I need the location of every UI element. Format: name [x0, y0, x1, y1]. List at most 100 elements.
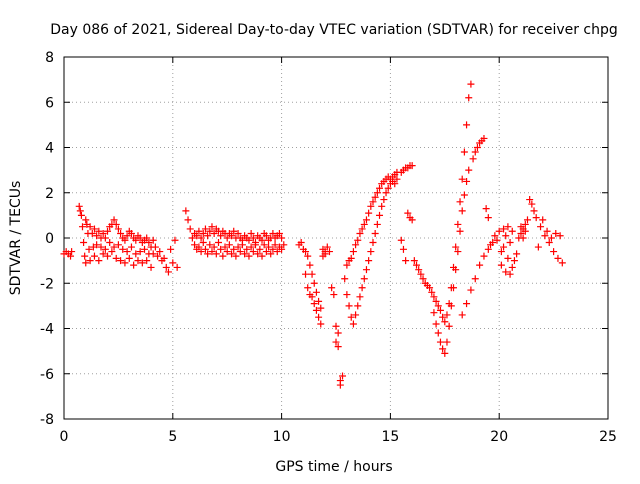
- data-point: [88, 229, 96, 237]
- y-tick-label: 0: [45, 231, 54, 247]
- data-point: [502, 268, 510, 276]
- data-point: [297, 239, 305, 247]
- data-point: [378, 202, 386, 210]
- data-point: [482, 205, 490, 213]
- data-point: [191, 241, 199, 249]
- data-point: [484, 245, 492, 253]
- data-point: [304, 252, 312, 260]
- data-point: [312, 306, 320, 314]
- data-point: [471, 148, 479, 156]
- data-point: [256, 245, 264, 253]
- data-point: [136, 248, 144, 256]
- data-point: [101, 234, 109, 242]
- data-point: [556, 232, 564, 240]
- data-point: [508, 263, 516, 271]
- data-point: [204, 232, 212, 240]
- data-point: [121, 259, 129, 267]
- data-point: [393, 175, 401, 183]
- data-point: [358, 284, 366, 292]
- data-point: [164, 268, 172, 276]
- data-point: [186, 225, 194, 233]
- data-point: [430, 293, 438, 301]
- data-point: [408, 216, 416, 224]
- data-point: [195, 243, 203, 251]
- data-point: [169, 259, 177, 267]
- data-point: [497, 248, 505, 256]
- data-point: [489, 239, 497, 247]
- data-point: [269, 229, 277, 237]
- data-point: [143, 234, 151, 242]
- data-point: [334, 329, 342, 337]
- data-point: [304, 284, 312, 292]
- data-point: [210, 229, 218, 237]
- data-point: [439, 345, 447, 353]
- data-point: [199, 239, 207, 247]
- data-point: [258, 252, 266, 260]
- data-point: [545, 239, 553, 247]
- data-point: [76, 207, 84, 215]
- data-point: [349, 248, 357, 256]
- data-point: [500, 225, 508, 233]
- x-tick-label: 20: [490, 429, 508, 445]
- data-point: [360, 220, 368, 228]
- data-point: [217, 232, 225, 240]
- data-point: [382, 189, 390, 197]
- data-point: [228, 250, 236, 258]
- data-point: [541, 232, 549, 240]
- data-point: [404, 209, 412, 217]
- data-point: [208, 248, 216, 256]
- y-tick-label: -8: [40, 412, 54, 428]
- data-point: [500, 243, 508, 251]
- data-point: [380, 196, 388, 204]
- data-point: [141, 245, 149, 253]
- data-point: [371, 229, 379, 237]
- data-point: [467, 286, 475, 294]
- data-point: [201, 245, 209, 253]
- data-point: [249, 248, 257, 256]
- data-point: [201, 225, 209, 233]
- y-tick-label: 8: [45, 50, 54, 66]
- data-point: [537, 223, 545, 231]
- data-point: [86, 223, 94, 231]
- data-point: [554, 254, 562, 262]
- data-point: [323, 243, 331, 251]
- data-point: [321, 250, 329, 258]
- data-point: [81, 252, 89, 260]
- data-point: [325, 248, 333, 256]
- data-point: [432, 320, 440, 328]
- data-point: [452, 243, 460, 251]
- data-point: [552, 229, 560, 237]
- data-point: [332, 338, 340, 346]
- data-point: [114, 241, 122, 249]
- data-point: [206, 227, 214, 235]
- data-point: [352, 241, 360, 249]
- data-point: [106, 239, 114, 247]
- data-point: [278, 234, 286, 242]
- data-point: [413, 261, 421, 269]
- data-point: [519, 234, 527, 242]
- data-point: [467, 80, 475, 88]
- data-point: [345, 302, 353, 310]
- data-point: [373, 220, 381, 228]
- data-point: [495, 227, 503, 235]
- data-point: [454, 248, 462, 256]
- data-point: [426, 284, 434, 292]
- data-point: [373, 189, 381, 197]
- data-point: [68, 248, 76, 256]
- data-point: [317, 320, 325, 328]
- data-point: [504, 223, 512, 231]
- data-point: [441, 318, 449, 326]
- data-point: [112, 220, 120, 228]
- data-point: [221, 243, 229, 251]
- data-point: [504, 254, 512, 262]
- data-point: [247, 229, 255, 237]
- data-point: [502, 232, 510, 240]
- data-point: [232, 252, 240, 260]
- data-point: [419, 275, 427, 283]
- data-point: [127, 229, 135, 237]
- data-point: [339, 372, 347, 380]
- data-point: [132, 236, 140, 244]
- data-point: [302, 270, 310, 278]
- data-point: [471, 275, 479, 283]
